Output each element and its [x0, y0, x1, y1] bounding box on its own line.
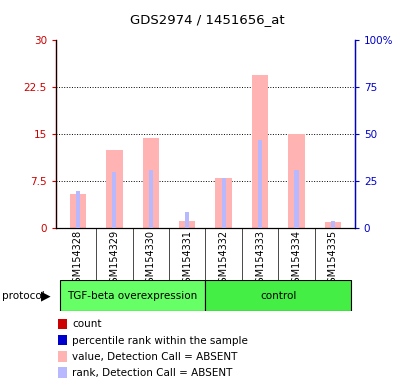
- Bar: [215, 178, 232, 228]
- Bar: [143, 137, 159, 228]
- Text: GSM154330: GSM154330: [146, 230, 156, 289]
- Bar: [295, 170, 298, 228]
- Text: GSM154331: GSM154331: [182, 230, 192, 289]
- Bar: [288, 134, 305, 228]
- Text: TGF-beta overexpression: TGF-beta overexpression: [67, 291, 198, 301]
- Text: GDS2974 / 1451656_at: GDS2974 / 1451656_at: [130, 13, 285, 26]
- Bar: [185, 212, 189, 228]
- Bar: [112, 172, 116, 228]
- Text: GSM154329: GSM154329: [109, 230, 120, 289]
- Text: control: control: [260, 291, 296, 301]
- Bar: [149, 170, 153, 228]
- Bar: [76, 191, 80, 228]
- Bar: [179, 221, 195, 228]
- Bar: [70, 194, 86, 228]
- Text: GSM154333: GSM154333: [255, 230, 265, 289]
- Bar: [60, 280, 205, 311]
- Text: count: count: [72, 319, 102, 329]
- Bar: [331, 221, 335, 228]
- Bar: [222, 178, 226, 228]
- Bar: [205, 280, 351, 311]
- Bar: [106, 150, 122, 228]
- Bar: [252, 75, 268, 228]
- Text: GSM154332: GSM154332: [219, 230, 229, 289]
- Text: rank, Detection Call = ABSENT: rank, Detection Call = ABSENT: [72, 368, 232, 378]
- Text: GSM154335: GSM154335: [328, 230, 338, 289]
- Text: GSM154334: GSM154334: [291, 230, 302, 289]
- Bar: [258, 140, 262, 228]
- Text: protocol: protocol: [2, 291, 45, 301]
- Text: percentile rank within the sample: percentile rank within the sample: [72, 336, 248, 346]
- Bar: [325, 222, 341, 228]
- Text: ▶: ▶: [41, 289, 50, 302]
- Text: value, Detection Call = ABSENT: value, Detection Call = ABSENT: [72, 352, 237, 362]
- Text: GSM154328: GSM154328: [73, 230, 83, 289]
